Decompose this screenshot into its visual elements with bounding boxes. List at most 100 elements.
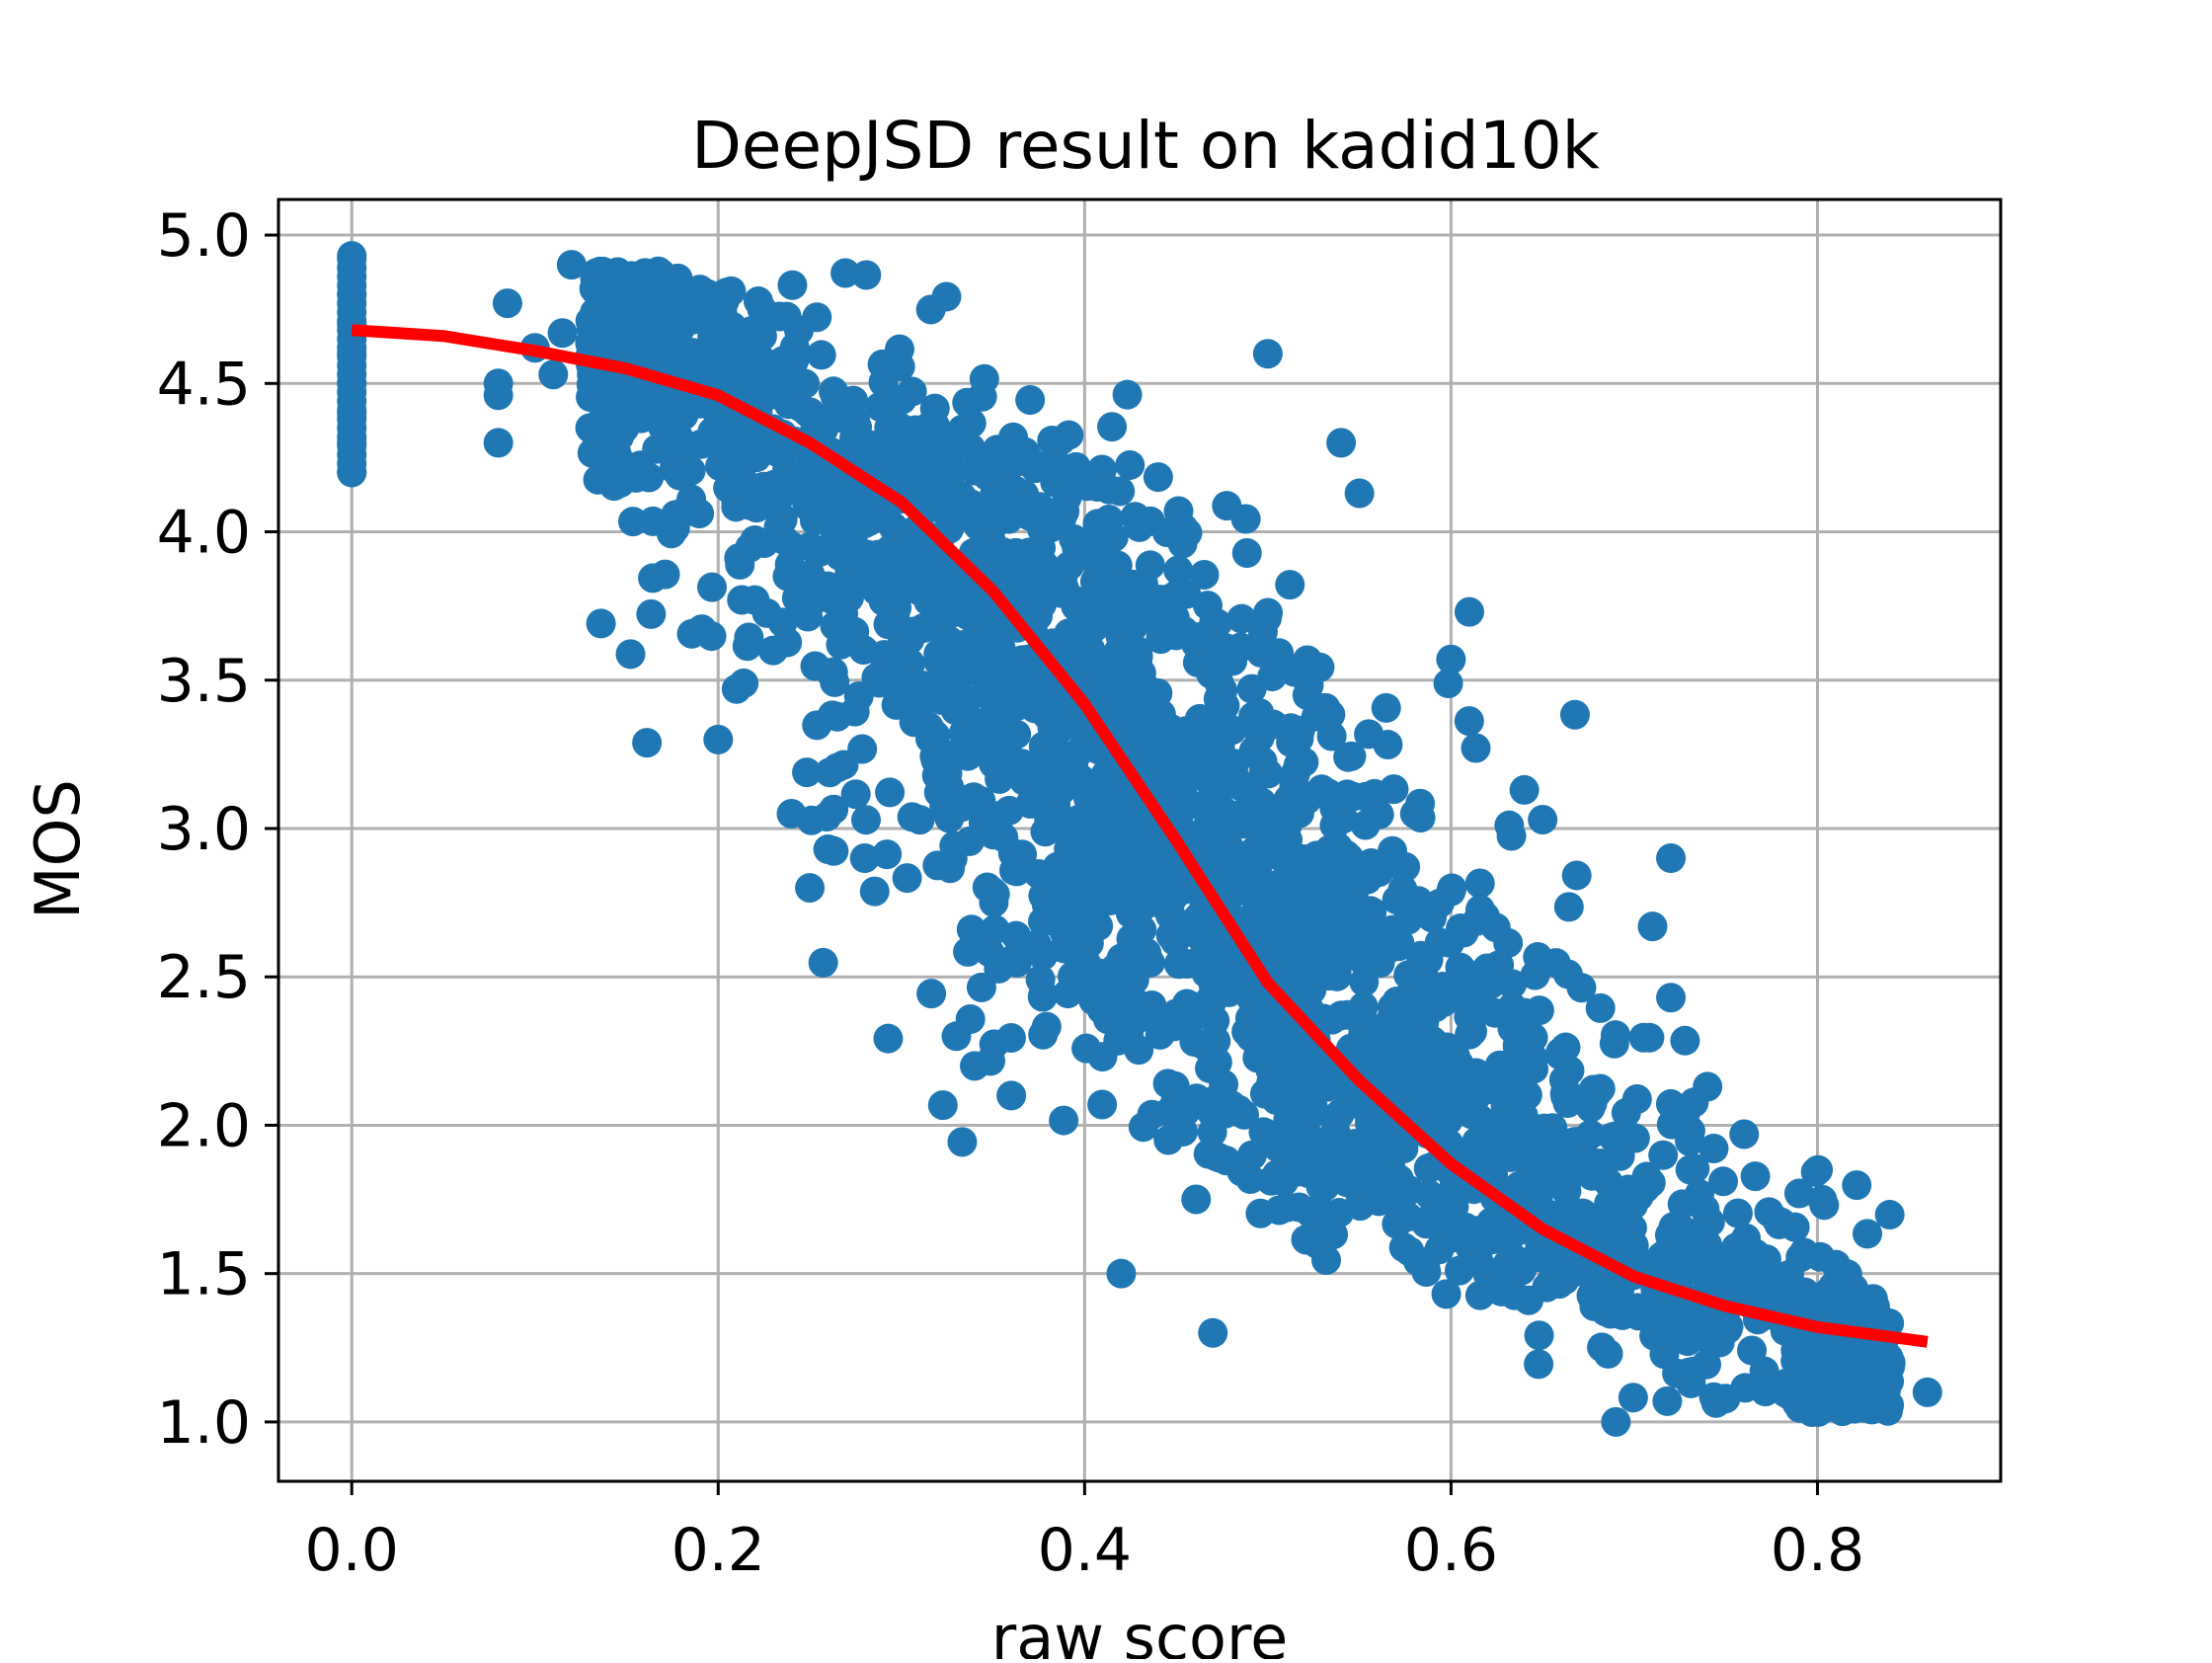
scatter-point [1818,1346,1849,1377]
scatter-point [1316,1004,1347,1035]
scatter-point [776,798,807,829]
scatter-point [684,499,715,529]
scatter-point [1132,842,1162,873]
scatter-point [1875,1347,1906,1378]
scatter-point [648,412,678,442]
scatter-point [1028,881,1059,911]
scatter-point [774,549,805,580]
scatter-point [909,449,940,480]
fit-curve-line [351,324,1929,1348]
scatter-point [1261,1084,1292,1115]
scatter-point [1197,1117,1227,1148]
scatter-point [1486,1255,1517,1286]
scatter-point [1049,916,1079,947]
scatter-point [1040,467,1070,498]
scatter-point [1496,821,1527,851]
scatter-point [492,288,522,319]
scatter-point [1109,1022,1140,1053]
scatter-point [995,1023,1026,1054]
scatter-point [1593,1338,1623,1369]
scatter-point [1241,861,1272,892]
scatter-point [819,794,849,825]
scatter-point [613,269,644,299]
scatter-point [1066,527,1097,558]
scatter-point [1236,1140,1267,1170]
scatter-point [638,506,669,536]
scatter-point [1202,711,1232,742]
y-tick-label-1: 1.5 [157,1240,251,1309]
scatter-point [1129,890,1159,920]
scatter-point [1524,1349,1554,1380]
scatter-point [1670,1098,1700,1129]
scatter-point [1153,1097,1184,1128]
scatter-point [1007,839,1038,870]
scatter-point [1007,667,1038,697]
x-tick-label-2: 0.4 [1038,1516,1132,1585]
scatter-point [818,657,848,687]
scatter-point [1163,555,1194,586]
scatter-point [1087,1042,1118,1072]
scatter-point [1091,794,1122,825]
scatter-point [1680,1153,1710,1184]
scatter-point [1049,1105,1079,1136]
scatter-point [1284,1192,1314,1223]
scatter-point [1411,1209,1442,1239]
scatter-point [922,427,953,457]
scatter-point [931,281,962,312]
scatter-point [1454,999,1484,1030]
scatter-point [1112,379,1143,410]
scatter-point [1231,538,1262,569]
scatter-point [1028,940,1059,971]
scatter-point [794,531,825,562]
scatter-point [915,682,946,713]
scatter-point [1698,1133,1729,1163]
scatter-point [956,489,987,519]
y-tick-label-5: 3.5 [157,647,251,716]
scatter-point [833,583,864,613]
scatter-point [1323,800,1354,831]
scatter-point [556,250,587,280]
scatter-point [1202,1047,1232,1077]
y-tick-label-8: 5.0 [157,201,251,271]
scatter-point [1344,478,1375,509]
scatter-point [780,381,811,412]
scatter-point [1285,715,1315,746]
scatter-point [1853,1219,1883,1249]
scatter-point [1740,1161,1771,1192]
scatter-point [1648,1140,1679,1170]
scatter-point [948,718,979,749]
scatter-point [1436,1202,1466,1232]
scatter-point [1393,960,1424,990]
x-tick-label-1: 0.2 [672,1516,765,1585]
scatter-point [859,876,890,907]
scatter-point [1128,1112,1158,1143]
scatter-point [915,491,946,521]
scatter-point [795,873,826,904]
scatter-point [935,853,966,884]
scatter-point [732,631,762,662]
scatter-point [1183,903,1214,933]
scatter-point [1436,644,1466,674]
scatter-point [1561,860,1592,891]
scatter-point [1461,733,1491,763]
scatter-point [1239,1020,1270,1051]
scatter-point [1518,1022,1548,1053]
scatter-point [1454,596,1484,627]
scatter-point [1516,1152,1546,1183]
scatter-point [1094,474,1125,505]
scatter-point [1809,1190,1840,1221]
scatter-point [1543,1151,1574,1182]
scatter-point [337,244,367,275]
scatter-point [1092,834,1123,865]
scatter-point [1800,1156,1831,1187]
scatter-point [1779,1212,1810,1242]
scatter-point [1034,805,1065,835]
scatter-point [1028,691,1059,722]
scatter-point [956,914,987,945]
scatter-point [1422,1079,1453,1110]
scatter-point [1652,1386,1683,1416]
scatter-point [910,562,941,593]
scatter-point [1252,339,1283,369]
scatter-point [1649,1339,1680,1370]
